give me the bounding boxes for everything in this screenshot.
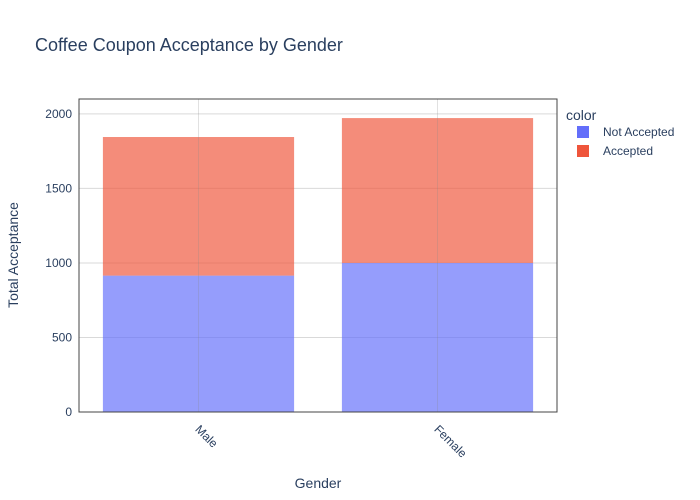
x-tick-label: Male: [192, 422, 221, 451]
legend-swatch: [577, 145, 589, 157]
bar-female-accepted[interactable]: [341, 118, 534, 263]
bar-male-not-accepted[interactable]: [102, 275, 295, 412]
vertical-gridlines: [198, 99, 438, 412]
x-tick-labels: Male Female: [192, 422, 469, 460]
bar-male-accepted[interactable]: [102, 137, 295, 276]
y-tick-label: 500: [52, 330, 72, 344]
y-tick-label: 0: [65, 405, 72, 419]
y-axis-title: Total Acceptance: [5, 202, 21, 308]
y-tick-labels: 0 500 1000 1500 2000: [45, 107, 72, 419]
y-tick-label: 1500: [45, 181, 72, 195]
y-tick-label: 2000: [45, 107, 72, 121]
plot-frame: [78, 98, 558, 413]
legend-swatch: [577, 126, 589, 138]
chart-title: Coffee Coupon Acceptance by Gender: [35, 35, 343, 55]
x-axis-title: Gender: [295, 475, 342, 491]
bars: [102, 118, 534, 412]
bar-female-not-accepted[interactable]: [341, 262, 534, 412]
legend-item-label[interactable]: Accepted: [603, 144, 653, 158]
y-tick-label: 1000: [45, 256, 72, 270]
x-tick-label: Female: [431, 422, 469, 460]
legend-item-label[interactable]: Not Accepted: [603, 125, 674, 139]
legend-title: color: [566, 107, 597, 123]
legend: color Not Accepted Accepted: [566, 107, 674, 158]
